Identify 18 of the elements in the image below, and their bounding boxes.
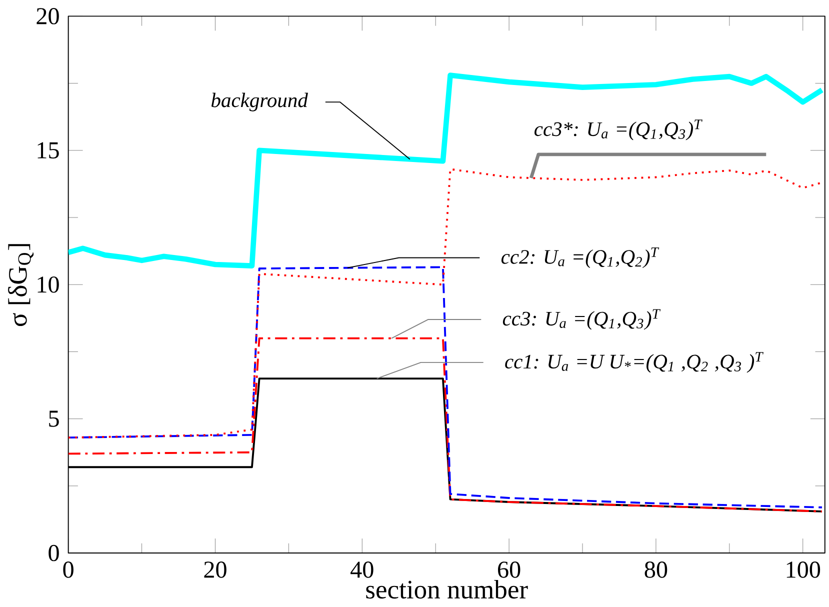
series-label: cc3*: U$_{a}$ =(Q$_{1}$,Q$_{3}$)$^{T}$: [534, 120, 702, 140]
x-tick-label: 100: [786, 562, 820, 578]
y-axis-title: σ [δG$_{Q}$]: [8, 244, 34, 326]
x-tick-label: 60: [498, 562, 520, 578]
text: background: [211, 92, 308, 112]
x-tick-label: 0: [63, 562, 74, 578]
text: cc2: U$_{a}$ =(Q$_{1}$,Q$_{2}$)$^{T}$: [501, 248, 660, 268]
text: cc1: U$_{a}$ =U U$_{*}$=(Q$_{1}$ ,Q$_{2}$ ,Q$_{3}$ )$^{T}$: [505, 352, 764, 373]
x-tick-label: 80: [644, 562, 668, 578]
y-tick-label: 10: [38, 276, 59, 293]
y-tick-label: 5: [49, 410, 59, 427]
text: cc3: U$_{a}$ =(Q$_{1}$,Q$_{3}$)$^{T}$: [502, 309, 661, 330]
x-tick-label: 20: [204, 562, 226, 578]
x-axis-title: section number: [366, 580, 528, 599]
y-tick-label: 0: [48, 545, 59, 562]
y-tick-label: 20: [36, 8, 59, 24]
y-tick-label: 15: [38, 142, 59, 159]
x-tick-label: 40: [350, 562, 374, 578]
